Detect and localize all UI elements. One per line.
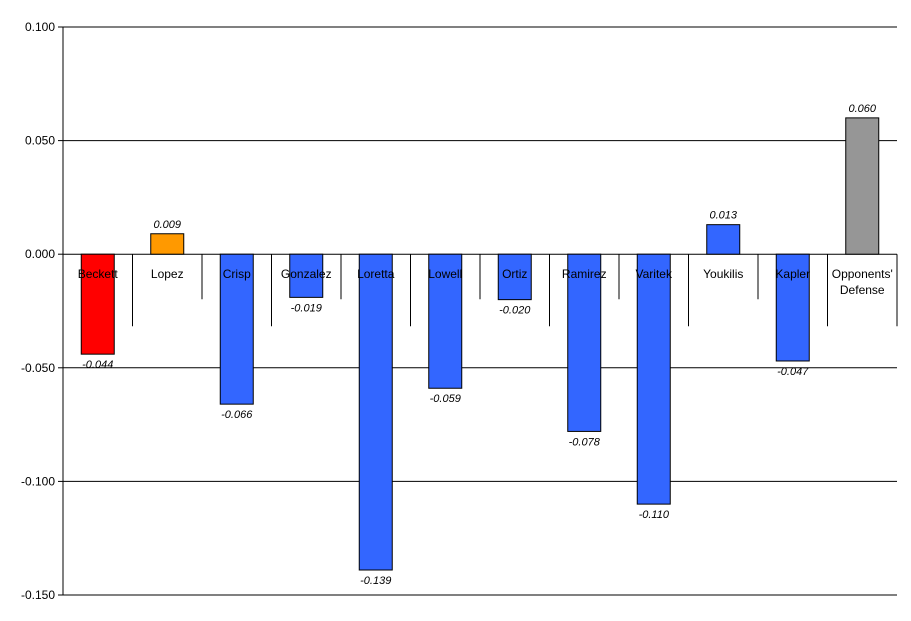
- y-tick-label: 0.050: [25, 134, 55, 148]
- category-label: Youkilis: [703, 267, 743, 281]
- data-label: -0.059: [430, 393, 461, 405]
- y-tick-label: -0.150: [21, 588, 55, 602]
- y-tick-label: -0.100: [21, 474, 55, 488]
- data-label: -0.019: [291, 302, 322, 314]
- bar: [219, 253, 254, 405]
- data-label: -0.044: [82, 359, 113, 371]
- bar: [150, 233, 185, 255]
- category-label: Ramirez: [562, 267, 607, 281]
- category-label: Crisp: [223, 267, 251, 281]
- bar: [775, 253, 810, 362]
- category-label: Kapler: [775, 267, 810, 281]
- category-label: Loretta: [357, 267, 395, 281]
- bar: [845, 117, 880, 255]
- data-label: -0.066: [221, 409, 253, 421]
- category-label: Lowell: [428, 267, 462, 281]
- bar: [358, 253, 393, 571]
- gridlines: [63, 26, 897, 596]
- data-label: 0.009: [153, 219, 181, 231]
- category-label: Opponents' Defense: [832, 267, 893, 297]
- bar: [80, 253, 115, 355]
- data-label: -0.020: [499, 305, 531, 317]
- category-label: Gonzalez: [281, 267, 332, 281]
- category-label: Ortiz: [502, 267, 527, 281]
- data-label: 0.013: [709, 210, 737, 222]
- bar: [428, 253, 463, 389]
- y-tick-label: -0.050: [21, 361, 55, 375]
- category-label: Beckett: [78, 267, 119, 281]
- category-label: Lopez: [151, 267, 184, 281]
- bar: [636, 253, 671, 505]
- data-label: 0.060: [848, 103, 876, 115]
- labels: -0.044 0.009 -0.066 -0.019 -0.139 -0.059 -0.02…: [78, 103, 893, 587]
- data-label: -0.139: [360, 575, 391, 587]
- bar: [567, 253, 602, 432]
- data-label: -0.047: [777, 366, 809, 378]
- category-label: Varitek: [636, 267, 673, 281]
- y-tick-label: 0.100: [25, 20, 55, 34]
- bars: [80, 117, 880, 571]
- data-label: -0.110: [639, 509, 670, 521]
- y-tick-label: 0.000: [25, 247, 55, 261]
- bar: [497, 253, 532, 301]
- y-axis: 0.100 0.050 0.000 -0.050 -0.100 -0.150: [21, 20, 898, 602]
- bar: [706, 224, 741, 255]
- data-label: -0.078: [569, 436, 601, 448]
- bar: [289, 253, 324, 298]
